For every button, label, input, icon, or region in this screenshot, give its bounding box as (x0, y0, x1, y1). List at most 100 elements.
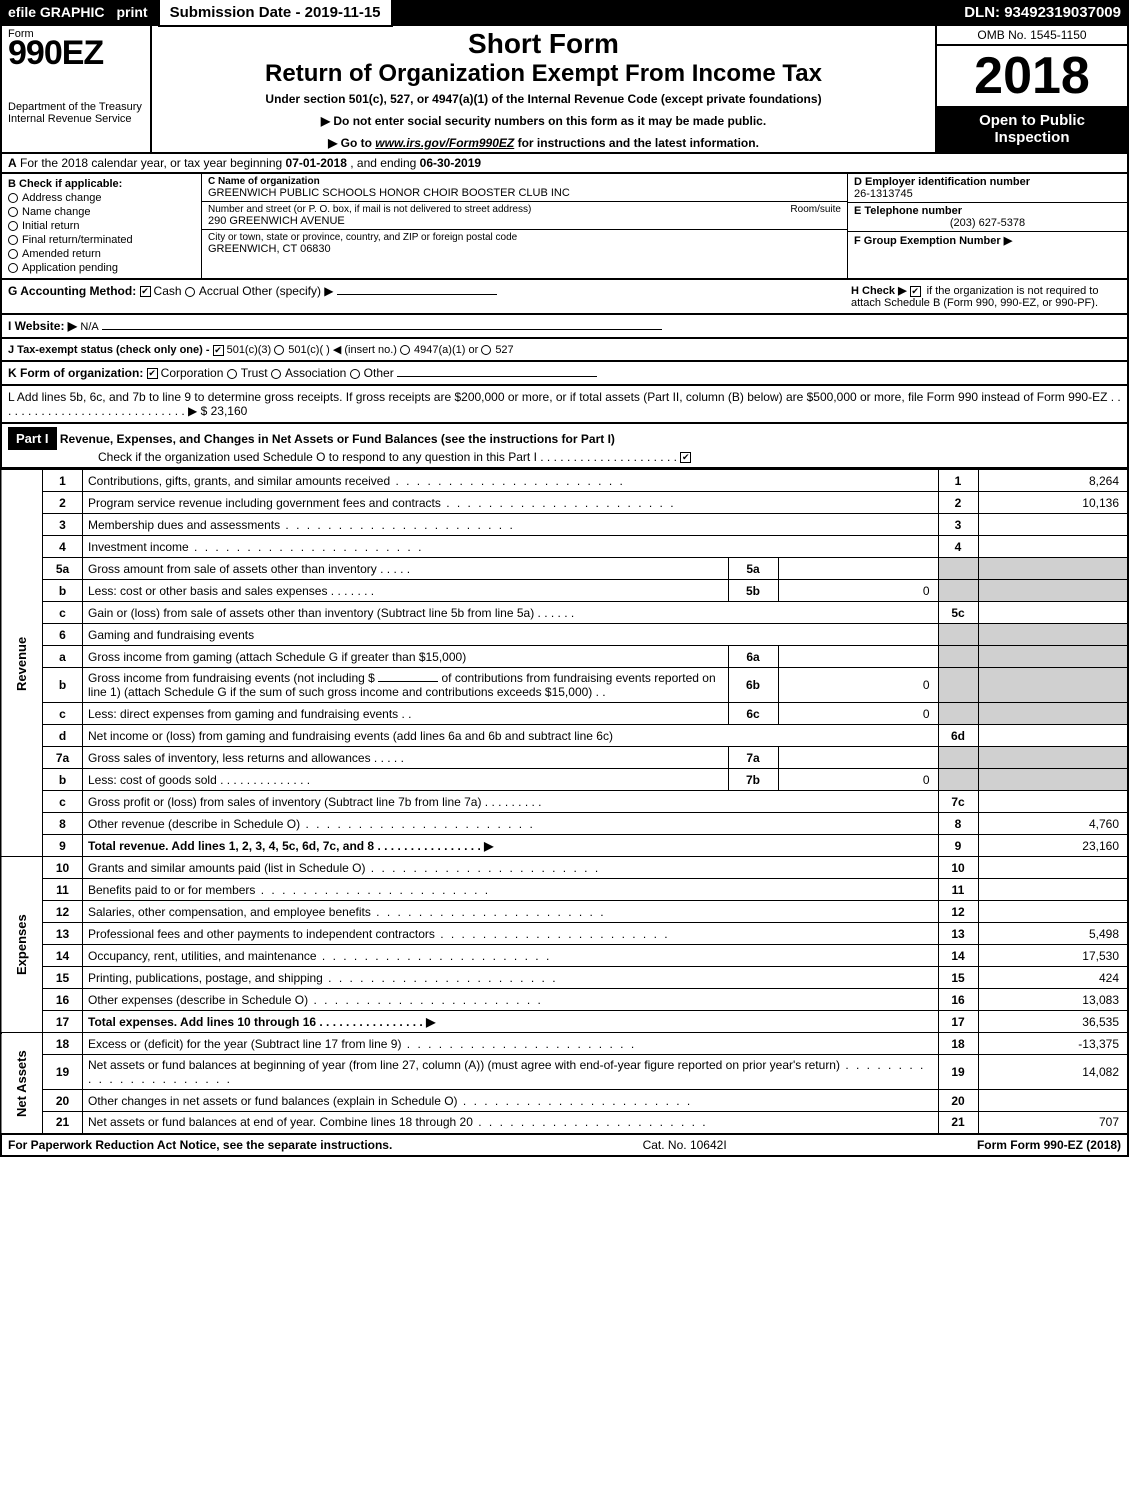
part1-header: Part I Revenue, Expenses, and Changes in… (0, 424, 1129, 469)
g-label: G Accounting Method: (8, 284, 136, 298)
ssn-warning: ▶ Do not enter social security numbers o… (160, 114, 927, 128)
val-21: 707 (978, 1112, 1128, 1134)
val-16: 13,083 (978, 989, 1128, 1011)
check-final[interactable]: Final return/terminated (8, 234, 195, 246)
dept-irs: Internal Revenue Service (8, 113, 144, 125)
val-7c (978, 791, 1128, 813)
footer-mid: Cat. No. 10642I (392, 1138, 977, 1152)
phone: (203) 627-5378 (854, 217, 1121, 229)
check-501c[interactable] (274, 345, 284, 355)
val-14: 17,530 (978, 945, 1128, 967)
tax-year: 2018 (937, 46, 1127, 106)
check-initial[interactable]: Initial return (8, 220, 195, 232)
org-address: 290 GREENWICH AVENUE (208, 215, 841, 227)
row-a-text: For the 2018 calendar year, or tax year … (20, 156, 286, 170)
short-form-title: Short Form (160, 28, 927, 60)
check-cash[interactable] (140, 286, 151, 297)
check-4947[interactable] (400, 345, 410, 355)
val-6d (978, 725, 1128, 747)
goto-pre: ▶ Go to (328, 136, 375, 150)
tax-year-end: 06-30-2019 (420, 156, 481, 170)
tax-year-begin: 07-01-2018 (286, 156, 347, 170)
val-1: 8,264 (978, 470, 1128, 492)
lines-table: Revenue 1 Contributions, gifts, grants, … (0, 469, 1129, 1135)
header-right: OMB No. 1545-1150 2018 Open to Public In… (937, 26, 1127, 152)
efile-label: efile GRAPHIC (0, 4, 112, 20)
footer-left: For Paperwork Reduction Act Notice, see … (8, 1138, 392, 1152)
col-b-label: B Check if applicable: (8, 178, 122, 190)
check-schedule-o[interactable] (680, 452, 691, 463)
col-c: C Name of organization GREENWICH PUBLIC … (202, 174, 847, 278)
other-specify-line (337, 294, 497, 295)
col-d: D Employer identification number 26-1313… (847, 174, 1127, 278)
part1-label: Part I (8, 427, 57, 450)
footer-right: Form Form 990-EZ (2018) (977, 1138, 1121, 1152)
check-other-org[interactable] (350, 369, 360, 379)
print-link[interactable]: print (112, 4, 151, 20)
k-row: K Form of organization: Corporation Trus… (0, 362, 1129, 386)
check-527[interactable] (481, 345, 491, 355)
val-6c: 0 (778, 703, 938, 725)
check-assoc[interactable] (271, 369, 281, 379)
room-label: Room/suite (750, 204, 841, 215)
gross-receipts: 23,160 (211, 404, 248, 418)
val-5b: 0 (778, 580, 938, 602)
val-19: 14,082 (978, 1055, 1128, 1090)
org-city: GREENWICH, CT 06830 (208, 243, 841, 255)
val-8: 4,760 (978, 813, 1128, 835)
dln: DLN: 93492319037009 (964, 4, 1129, 21)
goto-line: ▶ Go to www.irs.gov/Form990EZ for instru… (160, 136, 927, 150)
side-expenses: Expenses (1, 857, 43, 1033)
h-box: H Check ▶ if the organization is not req… (841, 284, 1121, 309)
row-a: A For the 2018 calendar year, or tax yea… (0, 154, 1129, 174)
footer: For Paperwork Reduction Act Notice, see … (0, 1135, 1129, 1157)
check-accrual[interactable] (185, 287, 195, 297)
website-line (102, 329, 662, 330)
check-corp[interactable] (147, 368, 158, 379)
side-netassets: Net Assets (1, 1033, 43, 1134)
val-13: 5,498 (978, 923, 1128, 945)
cell-c-name: C Name of organization GREENWICH PUBLIC … (202, 174, 847, 202)
i-row: I Website: ▶ N/A (0, 315, 1129, 339)
part1-check: Check if the organization used Schedule … (8, 450, 680, 464)
submission-date: Submission Date - 2019-11-15 (158, 0, 393, 27)
val-17: 36,535 (978, 1011, 1128, 1033)
val-5c (978, 602, 1128, 624)
omb-number: OMB No. 1545-1150 (937, 26, 1127, 46)
check-trust[interactable] (227, 369, 237, 379)
val-18: -13,375 (978, 1033, 1128, 1055)
form-header: Form 990EZ Department of the Treasury In… (0, 26, 1129, 154)
val-12 (978, 901, 1128, 923)
check-h[interactable] (910, 286, 921, 297)
topbar: efile GRAPHIC print Submission Date - 20… (0, 0, 1129, 26)
ein: 26-1313745 (854, 188, 913, 200)
cell-c-city: City or town, state or province, country… (202, 230, 847, 257)
val-7b: 0 (778, 769, 938, 791)
header-left: Form 990EZ Department of the Treasury In… (2, 26, 152, 152)
row-a-label: A (8, 156, 17, 170)
cell-d-ein: D Employer identification number 26-1313… (848, 174, 1127, 203)
under-section: Under section 501(c), 527, or 4947(a)(1)… (160, 92, 927, 106)
check-pending[interactable]: Application pending (8, 262, 195, 274)
irs-link[interactable]: www.irs.gov/Form990EZ (375, 136, 514, 150)
section-bcd: B Check if applicable: Address change Na… (0, 174, 1129, 280)
check-address[interactable]: Address change (8, 192, 195, 204)
val-11 (978, 879, 1128, 901)
val-2: 10,136 (978, 492, 1128, 514)
j-row: J Tax-exempt status (check only one) - 5… (0, 339, 1129, 362)
check-name[interactable]: Name change (8, 206, 195, 218)
goto-post: for instructions and the latest informat… (518, 136, 759, 150)
dept-treasury: Department of the Treasury (8, 101, 144, 113)
check-amended[interactable]: Amended return (8, 248, 195, 260)
col-b: B Check if applicable: Address change Na… (2, 174, 202, 278)
cell-e-phone: E Telephone number (203) 627-5378 (848, 203, 1127, 232)
check-501c3[interactable] (213, 345, 224, 356)
val-6b: 0 (778, 668, 938, 703)
part1-title: Revenue, Expenses, and Changes in Net As… (60, 432, 615, 446)
l-row: L Add lines 5b, 6c, and 7b to line 9 to … (0, 386, 1129, 424)
val-20 (978, 1090, 1128, 1112)
return-title: Return of Organization Exempt From Incom… (160, 60, 927, 88)
cell-c-addr: Number and street (or P. O. box, if mail… (202, 202, 847, 230)
val-3 (978, 514, 1128, 536)
side-revenue: Revenue (1, 470, 43, 857)
